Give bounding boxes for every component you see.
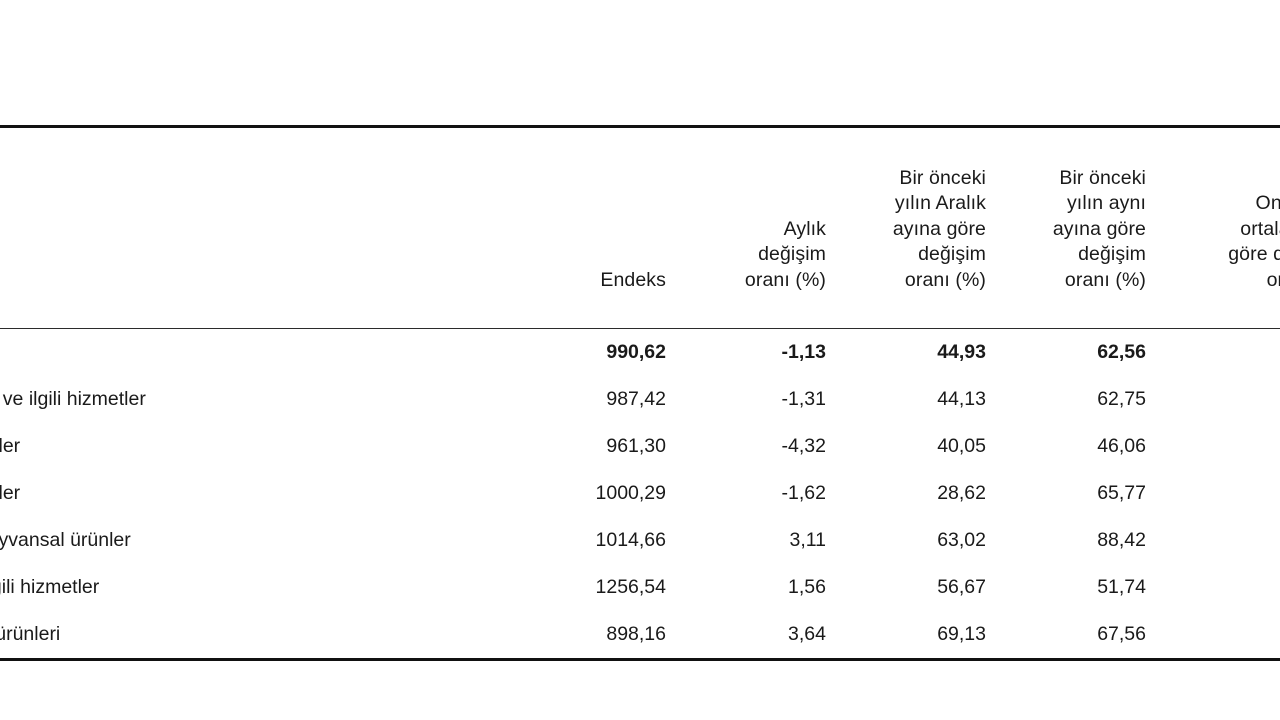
cell-aralik: 44,93 (937, 341, 986, 363)
row-label: m ve avcılık ürünleri ve ilgili hizmetle… (0, 388, 146, 410)
cell-aylik: -4,32 (781, 435, 826, 457)
cell-aralik: 63,02 (937, 529, 986, 551)
column-header-aylik-degisim: Aylık değişim oranı (%) (680, 125, 840, 329)
cell-aylik: 3,64 (680, 610, 840, 661)
cell-onikiay: 10 (1160, 517, 1280, 564)
cell-endeks: 898,16 (520, 610, 680, 661)
cell-ayni: 62,75 (1097, 388, 1146, 410)
row-label: ok yıllık bitkisel ürünler (0, 482, 21, 504)
cell-ayni: 88,42 (1097, 529, 1146, 551)
cell-ayni: 46,06 (1097, 435, 1146, 457)
cell-ayni: 62,56 (1097, 341, 1146, 363)
row-label: k ve diğer balıkçılık ürünleri (0, 610, 520, 661)
row-label: ancılık ürünleri ve ilgili hizmetler (0, 576, 100, 598)
column-header-ayni-ayina-gore-text: Bir önceki yılın aynı ayına göre değişim… (1052, 166, 1146, 291)
table-row: ancılık ürünleri ve ilgili hizmetler 1256… (0, 564, 1280, 611)
cell-onikiay: 8 (1160, 376, 1280, 423)
statistics-table: Endeks Aylık değişim oranı (%) Bir öncek… (0, 125, 1280, 661)
table-row: ek yıllık bitkisel ürünler 961,30 -4,32 40,… (0, 423, 1280, 470)
column-header-on-iki-aylik-ortalama: On iki ortalam göre değ oran (1160, 125, 1280, 329)
table-row: m ve avcılık ürünleri ve ilgili hizmetle… (0, 376, 1280, 423)
table-header: Endeks Aylık değişim oranı (%) Bir öncek… (0, 125, 1280, 329)
cell-aylik: -1,62 (781, 482, 826, 504)
table-row: anlı hayvanlar ve hayvansal ürünler 1014,… (0, 517, 1280, 564)
row-label: anlı hayvanlar ve hayvansal ürünler (0, 529, 131, 551)
column-header-aralik-ayina-gore-text: Bir önceki yılın Aralık ayına göre değiş… (892, 166, 986, 291)
column-header-on-iki-aylik-ortalama-text: On iki ortalam göre değ oran (1228, 192, 1280, 291)
table-viewport: Endeks Aylık değişim oranı (%) Bir öncek… (0, 125, 1280, 661)
cell-onikiay: 8 (1160, 328, 1280, 376)
column-header-aralik-ayina-gore: Bir önceki yılın Aralık ayına göre değiş… (840, 125, 1000, 329)
cell-aralik: 40,05 (937, 435, 986, 457)
table-row: ok yıllık bitkisel ürünler 1000,29 -1,62 28… (0, 470, 1280, 517)
cell-aralik: 69,13 (840, 610, 1000, 661)
table-row: k ve diğer balıkçılık ürünleri898,163,64… (0, 610, 1280, 661)
cell-endeks: 987,42 (606, 388, 666, 410)
cell-ayni: 51,74 (1097, 576, 1146, 598)
row-label: ek yıllık bitkisel ürünler (0, 435, 21, 457)
cell-endeks: 990,62 (606, 341, 666, 363)
column-header-label (0, 125, 520, 329)
column-header-ayni-ayina-gore: Bir önceki yılın aynı ayına göre değişim… (1000, 125, 1160, 329)
cell-onikiay: 6 (1160, 610, 1280, 661)
cell-ayni: 65,77 (1097, 482, 1146, 504)
cell-endeks: 1256,54 (595, 576, 667, 598)
cell-endeks: 1014,66 (595, 529, 667, 551)
column-header-endeks: Endeks (520, 125, 680, 329)
cell-aralik: 28,62 (937, 482, 986, 504)
cell-onikiay: 10 (1160, 470, 1280, 517)
header-row: Endeks Aylık değişim oranı (%) Bir öncek… (0, 125, 1280, 329)
cell-onikiay: 4 (1160, 564, 1280, 611)
cell-endeks: 1000,29 (595, 482, 667, 504)
table-body: m–ÜFE 990,62 -1,13 44,93 62,56 8 m ve avcılık … (0, 328, 1280, 661)
column-header-aylik-degisim-text: Aylık değişim oranı (%) (744, 217, 826, 291)
cell-aylik: 3,11 (789, 529, 826, 551)
cell-onikiay: 6 (1160, 423, 1280, 470)
cell-aylik: 1,56 (788, 576, 826, 598)
cell-aralik: 56,67 (937, 576, 986, 598)
column-header-endeks-text: Endeks (600, 268, 666, 291)
table-row: m–ÜFE 990,62 -1,13 44,93 62,56 8 (0, 328, 1280, 376)
cell-aralik: 44,13 (937, 388, 986, 410)
cell-ayni: 67,56 (1000, 610, 1160, 661)
cell-aylik: -1,31 (781, 388, 826, 410)
cell-endeks: 961,30 (606, 435, 666, 457)
cell-aylik: -1,13 (781, 341, 826, 363)
row-label: m–ÜFE (0, 328, 520, 376)
